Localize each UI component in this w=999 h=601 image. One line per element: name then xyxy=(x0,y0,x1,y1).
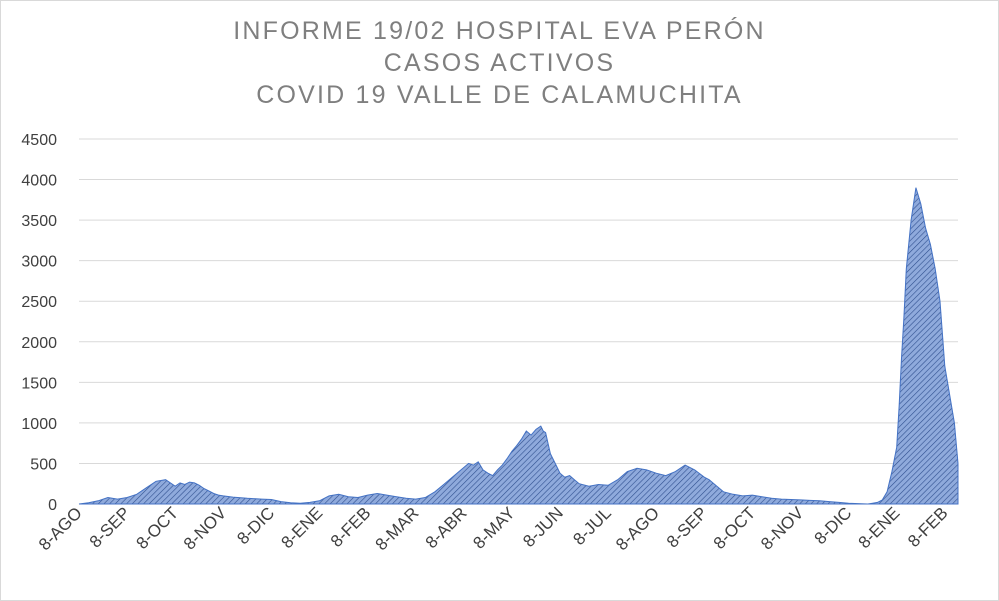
x-tick-label: 8-OCT xyxy=(133,503,182,552)
chart-title-line-2: CASOS ACTIVOS xyxy=(383,49,616,77)
x-tick-label: 8-SEP xyxy=(663,503,711,551)
chart-title: INFORME 19/02 HOSPITAL EVA PERÓN CASOS A… xyxy=(1,15,998,111)
x-tick-label: 8-JUL xyxy=(569,503,615,549)
y-tick-label: 4000 xyxy=(21,173,57,190)
chart-title-line-3: COVID 19 VALLE DE CALAMUCHITA xyxy=(256,81,743,109)
x-tick-label: 8-MAR xyxy=(372,503,423,554)
series-area xyxy=(78,187,959,505)
x-tick-label: 8-DIC xyxy=(233,503,278,548)
y-tick-label: 500 xyxy=(30,456,57,473)
x-tick-label: 8-NOV xyxy=(757,503,808,554)
y-tick-label: 4500 xyxy=(21,132,57,149)
chart-title-line-1: INFORME 19/02 HOSPITAL EVA PERÓN xyxy=(233,17,766,45)
y-tick-label: 2000 xyxy=(21,335,57,352)
x-tick-label: 8-SEP xyxy=(86,503,134,551)
x-tick-label: 8-OCT xyxy=(710,503,759,552)
active-cases-area xyxy=(78,187,959,505)
y-tick-label: 3000 xyxy=(21,254,57,271)
y-tick-label: 1000 xyxy=(21,416,57,433)
y-tick-label: 2500 xyxy=(21,294,57,311)
y-tick-label: 1500 xyxy=(21,375,57,392)
x-tick-label: 8-ENE xyxy=(277,503,326,552)
x-tick-label: 8-NOV xyxy=(180,503,231,554)
x-tick-label: 8-DIC xyxy=(811,503,856,548)
x-tick-label: 8-MAY xyxy=(469,503,518,552)
x-tick-label: 8-FEB xyxy=(904,503,952,551)
gridlines xyxy=(79,138,958,505)
y-tick-label: 3500 xyxy=(21,213,57,230)
x-tick-label: 8-AGO xyxy=(35,503,86,554)
x-tick-label: 8-JUN xyxy=(519,503,566,550)
y-axis-ticks: 0 500 1000 1500 2000 2500 3000 3500 4000 4500 xyxy=(21,132,57,514)
x-tick-label: 8-ENE xyxy=(855,503,904,552)
x-tick-label: 8-ABR xyxy=(422,503,471,552)
y-tick-label: 0 xyxy=(48,497,57,514)
x-tick-label: 8-FEB xyxy=(327,503,375,551)
x-tick-label: 8-AGO xyxy=(612,503,663,554)
